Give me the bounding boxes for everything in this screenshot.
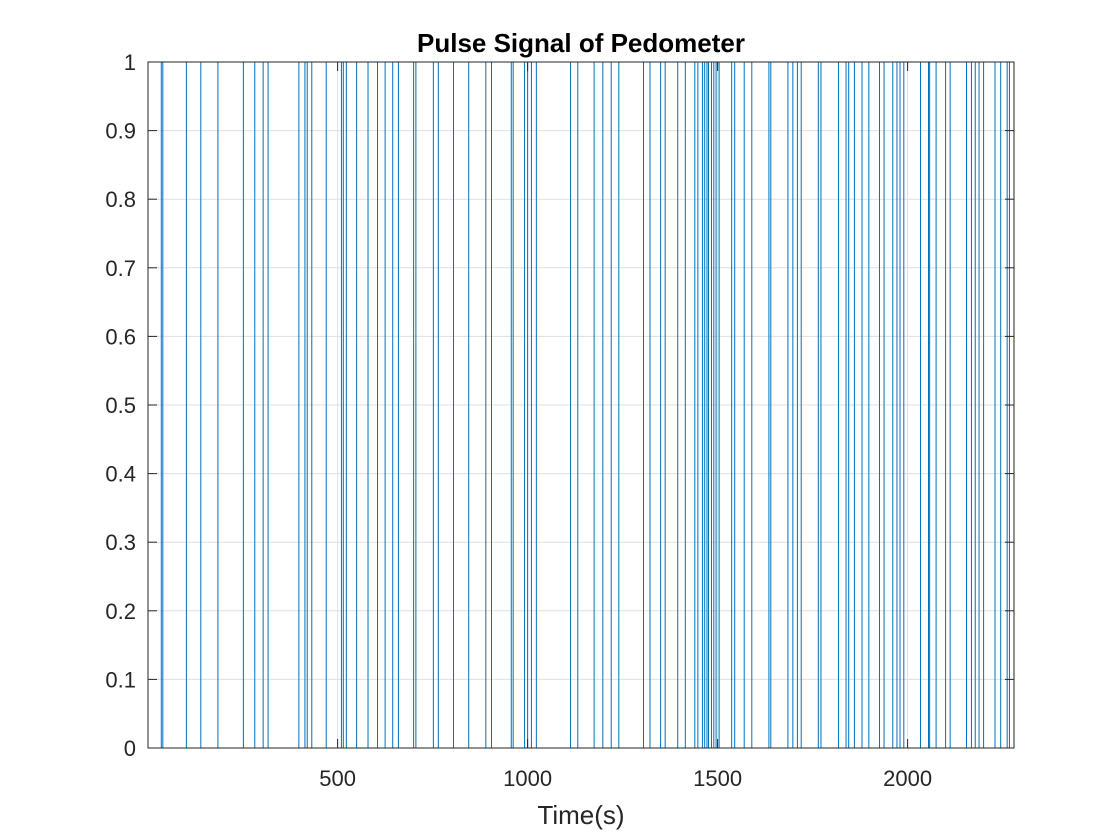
y-tick-label: 0.8 [105,187,136,212]
chart-title: Pulse Signal of Pedometer [417,28,745,58]
y-tick-label: 0.2 [105,599,136,624]
y-tick-label: 0.3 [105,530,136,555]
x-tick-label: 500 [319,766,356,791]
y-tick-label: 0.1 [105,667,136,692]
x-axis-label: Time(s) [537,800,624,830]
x-tick-label: 2000 [883,766,932,791]
x-tick-label: 1500 [693,766,742,791]
y-tick-label: 0.9 [105,119,136,144]
y-tick-label: 0.6 [105,324,136,349]
x-tick-label: 1000 [503,766,552,791]
y-tick-label: 1 [124,50,136,75]
y-tick-label: 0 [124,736,136,761]
y-tick-label: 0.4 [105,462,136,487]
y-tick-label: 0.5 [105,393,136,418]
y-tick-label: 0.7 [105,256,136,281]
